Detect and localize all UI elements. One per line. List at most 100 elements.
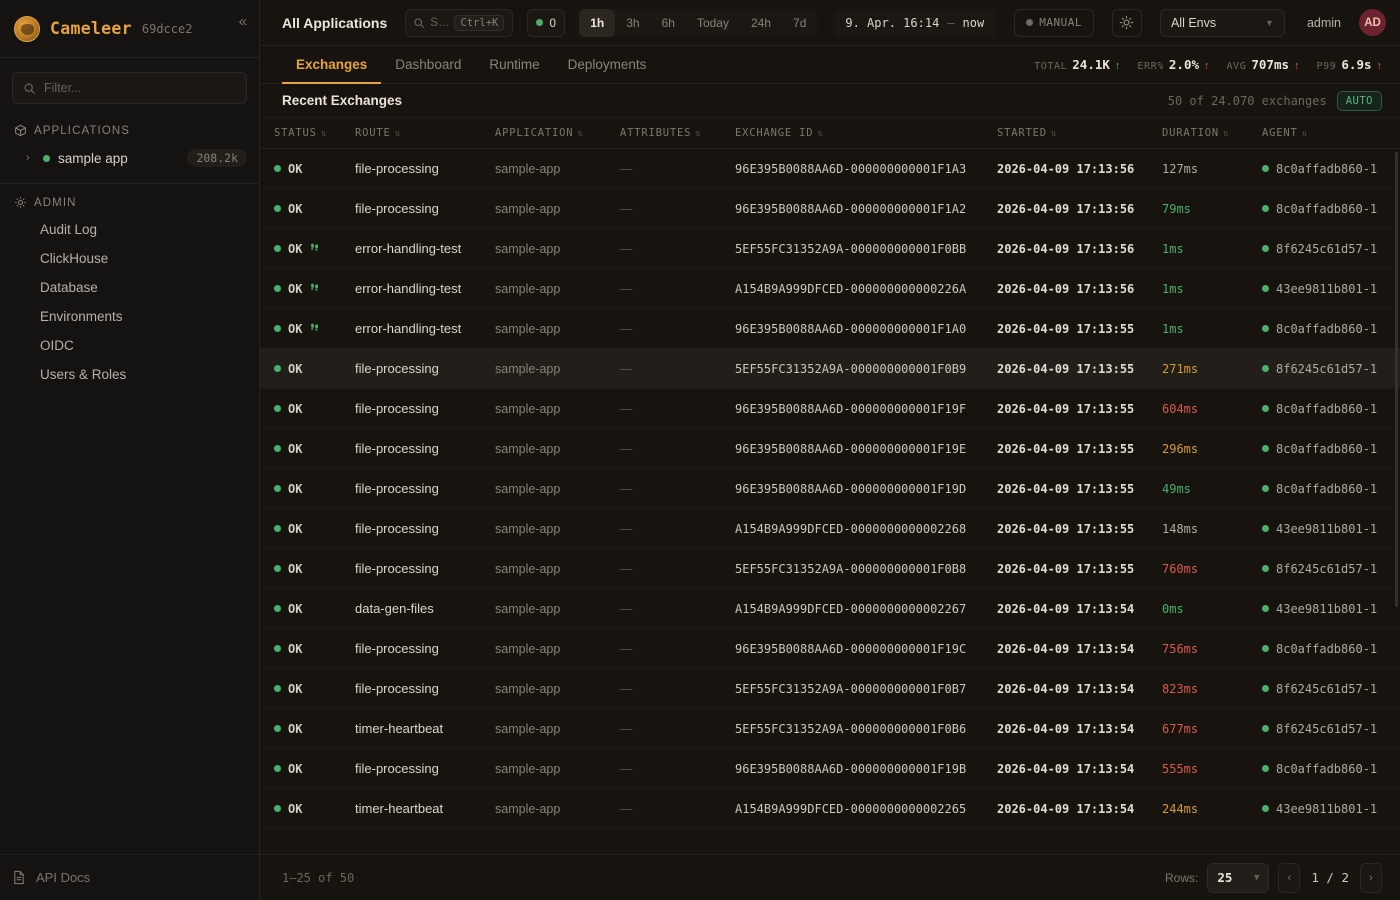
table-row[interactable]: OK file-processing sample-app — 96E395B0088A… [260, 749, 1400, 789]
agent-id: 8c0affadb860-1 [1276, 161, 1378, 176]
column-header-route[interactable]: ROUTE ⇅ [355, 118, 495, 149]
next-page-button[interactable]: › [1360, 862, 1382, 893]
table-row[interactable]: OK data-gen-files sample-app — A154B9A999DFC… [260, 589, 1400, 629]
app-count-badge: 208.2k [187, 149, 247, 167]
sort-icon: ⇅ [320, 129, 327, 139]
column-header-duration[interactable]: DURATION ⇅ [1162, 118, 1262, 149]
cell-agent: 8f6245c61d57-1 [1262, 549, 1400, 589]
cell-exchange-id: 96E395B0088AA6D-000000000001F19C [735, 641, 967, 656]
global-search[interactable]: S… Ctrl+K [405, 8, 514, 37]
time-range-1h[interactable]: 1h [579, 8, 616, 37]
sidebar-item-database[interactable]: Database [40, 280, 98, 295]
table-row[interactable]: OK timer-heartbeat sample-app — A154B9A999DF… [260, 789, 1400, 829]
time-range-7d[interactable]: 7d [793, 15, 807, 30]
column-header-exchange-id[interactable]: EXCHANGE ID ⇅ [735, 118, 997, 149]
column-header-application[interactable]: APPLICATION ⇅ [495, 118, 620, 149]
cell-status: OK [260, 229, 355, 269]
prev-page-button[interactable]: ‹ [1278, 862, 1301, 893]
time-window-to: now [962, 15, 985, 30]
filter-input[interactable] [44, 81, 236, 95]
time-window-display[interactable]: 9. Apr. 16:14 — now [833, 8, 997, 37]
table-row[interactable]: OK error-handling-test sample-app — A154B9A9… [260, 269, 1400, 309]
cell-status: OK [260, 389, 355, 429]
table-row[interactable]: OK file-processing sample-app — 5EF55FC31352… [260, 348, 1400, 389]
cell-attributes: — [620, 201, 633, 216]
refresh-mode-button[interactable]: MANUAL [1014, 8, 1094, 37]
connection-status-chip[interactable]: O [527, 8, 566, 37]
table-row[interactable]: OK timer-heartbeat sample-app — 5EF55FC31352… [260, 709, 1400, 749]
sidebar-item-api-docs[interactable]: API Docs [0, 854, 259, 900]
tab-exchanges[interactable]: Exchanges [282, 46, 382, 84]
search-shortcut-kbd: Ctrl+K [454, 14, 505, 31]
cell-route: file-processing [355, 681, 439, 696]
cell-application: sample-app [495, 761, 561, 776]
agent-id: 8c0affadb860-1 [1276, 441, 1378, 456]
table-row[interactable]: OK file-processing sample-app — A154B9A999DF… [260, 509, 1400, 549]
sidebar-item-clickhouse[interactable]: ClickHouse [40, 251, 109, 266]
auto-refresh-badge[interactable]: AUTO [1336, 90, 1382, 111]
cell-agent: 43ee9811b801-1 [1262, 589, 1400, 629]
table-row[interactable]: OK file-processing sample-app — 5EF55FC31352… [260, 669, 1400, 709]
cell-attributes: — [620, 761, 633, 776]
cell-exchange-id: 96E395B0088AA6D-000000000001F1A0 [735, 321, 967, 336]
cell-attributes: — [620, 721, 633, 736]
cell-attributes: — [620, 361, 633, 376]
rows-per-page-select[interactable]: 25 ▼ [1207, 862, 1270, 893]
column-header-agent[interactable]: AGENT ⇅ [1262, 118, 1400, 149]
chevron-right-icon[interactable]: › [26, 152, 30, 164]
agent-id: 8f6245c61d57-1 [1276, 681, 1378, 696]
status-label: OK [288, 761, 303, 776]
cell-started: 2026-04-09 17:13:55 [997, 481, 1135, 496]
agent-status-dot [1262, 325, 1269, 332]
metric-err-value: 2.0% [1168, 57, 1199, 72]
table-row[interactable]: OK file-processing sample-app — 96E395B0088A… [260, 429, 1400, 469]
tabs-row: Exchanges Dashboard Runtime Deployments … [260, 46, 1400, 84]
metric-p99-value: 6.9s [1341, 57, 1372, 72]
sidebar: Cameleer 69dcce2 « APPLICATION [0, 0, 260, 900]
sidebar-item-users-roles[interactable]: Users & Roles [40, 367, 127, 382]
environment-select[interactable]: All Envs ▼ [1159, 8, 1285, 37]
cell-attributes: — [620, 281, 633, 296]
status-label: OK [288, 481, 303, 496]
sidebar-item-oidc[interactable]: OIDC [40, 338, 74, 353]
sidebar-filter-box[interactable] [12, 72, 247, 104]
avatar[interactable]: AD [1359, 9, 1387, 36]
table-row[interactable]: OK file-processing sample-app — 96E395B0088A… [260, 189, 1400, 229]
rows-per-page-value: 25 [1217, 870, 1233, 885]
column-header-started[interactable]: STARTED ⇅ [997, 118, 1162, 149]
column-header-status[interactable]: STATUS ⇅ [260, 118, 355, 149]
time-range-24h[interactable]: 24h [750, 15, 772, 30]
table-row[interactable]: OK file-processing sample-app — 96E395B0088A… [260, 389, 1400, 429]
sort-icon: ⇅ [1050, 129, 1058, 139]
table-row[interactable]: OK file-processing sample-app — 5EF55FC31352… [260, 549, 1400, 589]
table-row[interactable]: OK error-handling-test sample-app — 96E395B0… [260, 309, 1400, 349]
agent-status-dot [1262, 405, 1269, 412]
table-row[interactable]: OK error-handling-test sample-app — 5EF55FC3… [260, 229, 1400, 269]
column-header-attributes[interactable]: ATTRIBUTES ⇅ [620, 118, 735, 149]
cell-application: sample-app [495, 641, 561, 656]
tab-runtime[interactable]: Runtime [489, 56, 540, 72]
exchanges-table: STATUS ⇅ ROUTE ⇅ APPLICATION ⇅ ATTRIBUTES ⇅ … [260, 118, 1400, 829]
table-row[interactable]: OK file-processing sample-app — 96E395B0088A… [260, 469, 1400, 509]
tab-deployments[interactable]: Deployments [567, 56, 647, 72]
table-scrollbar[interactable] [1395, 152, 1398, 607]
table-row[interactable]: OK file-processing sample-app — 96E395B0088A… [260, 629, 1400, 669]
sidebar-item-audit-log[interactable]: Audit Log [40, 222, 98, 237]
agent-status-dot [1262, 685, 1269, 692]
time-range-group: 1h 3h 6h Today 24h 7d [579, 8, 818, 37]
theme-toggle-button[interactable] [1111, 8, 1142, 37]
sidebar-item-sample-app[interactable]: › sample app 208.2k [0, 143, 259, 173]
time-range-6h[interactable]: 6h [661, 15, 675, 30]
cell-application: sample-app [495, 601, 561, 616]
cell-status: OK [260, 309, 355, 349]
status-dot [274, 285, 281, 292]
tab-dashboard[interactable]: Dashboard [395, 56, 462, 72]
sidebar-item-environments[interactable]: Environments [40, 309, 123, 324]
agent-id: 43ee9811b801-1 [1276, 601, 1378, 616]
time-range-3h[interactable]: 3h [626, 15, 640, 30]
table-row[interactable]: OK file-processing sample-app — 96E395B0088A… [260, 149, 1400, 189]
chevrons-left-icon[interactable]: « [238, 13, 247, 30]
time-range-today[interactable]: Today [696, 15, 729, 30]
cell-agent: 8c0affadb860-1 [1262, 309, 1400, 349]
cell-route: file-processing [355, 761, 439, 776]
